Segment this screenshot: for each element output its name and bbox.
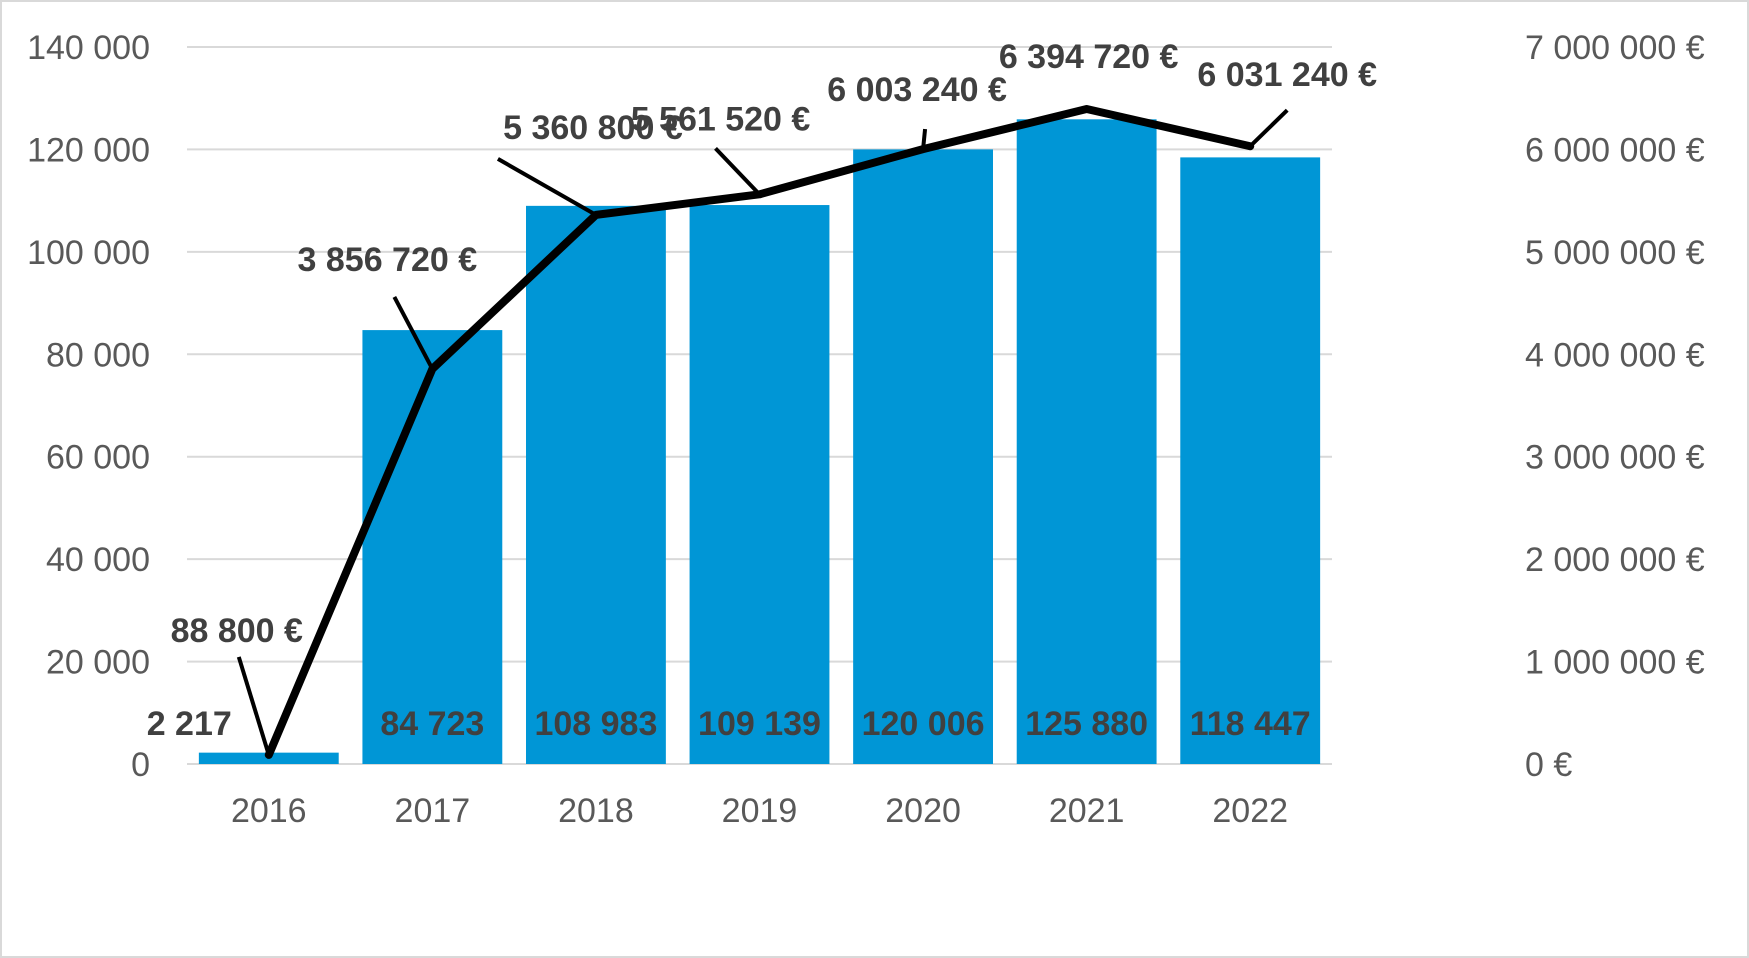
bar-value-label: 120 006: [862, 705, 985, 743]
leader-line: [496, 157, 597, 217]
bar-value-label: 125 880: [1025, 705, 1148, 743]
x-axis-tick-label: 2017: [395, 792, 471, 830]
x-axis-tick-label: 2022: [1212, 792, 1288, 830]
left-axis-tick-label: 0: [131, 746, 150, 784]
right-axis-tick-label: 7 000 000 €: [1525, 29, 1705, 67]
left-axis-tick-label: 100 000: [27, 234, 150, 272]
bar-value-label: 108 983: [534, 705, 657, 743]
right-axis-tick-label: 6 000 000 €: [1525, 131, 1705, 169]
left-axis-tick-label: 40 000: [46, 541, 150, 579]
bar-value-label: 2 217: [147, 705, 232, 743]
label-leader-lines: [236, 108, 1289, 756]
right-axis-tick-label: 1 000 000 €: [1525, 644, 1705, 682]
bar: [526, 205, 666, 765]
leader-line: [392, 296, 435, 370]
bar-series: [198, 119, 1321, 765]
right-axis-tick-label: 0 €: [1525, 746, 1572, 784]
bar: [853, 149, 993, 765]
x-axis-tick-label: 2018: [558, 792, 634, 830]
bar: [689, 205, 830, 764]
line-series: [264, 104, 1255, 759]
left-axis-tick-label: 140 000: [27, 29, 150, 67]
left-axis-tick-label: 80 000: [46, 336, 150, 374]
line-value-label: 5 561 520 €: [631, 100, 811, 138]
left-axis-tick-label: 20 000: [46, 644, 150, 682]
bar: [362, 330, 503, 764]
axes: 0 20 000 40 000 60 000 80 000 100 000 120 000 1…: [27, 29, 1705, 830]
line-value-label: 6 031 240 €: [1197, 56, 1377, 94]
left-axis-tick-label: 120 000: [27, 131, 150, 169]
bar: [1180, 157, 1321, 765]
right-axis-tick-label: 2 000 000 €: [1525, 541, 1705, 579]
bar-value-label: 109 139: [698, 705, 821, 743]
bar-value-label: 118 447: [1190, 705, 1311, 743]
line-value-label: 3 856 720 €: [298, 241, 478, 279]
right-axis-tick-label: 5 000 000 €: [1525, 234, 1705, 272]
x-axis-tick-label: 2016: [231, 792, 307, 830]
line-value-label: 6 394 720 €: [999, 38, 1179, 76]
x-axis-tick-label: 2020: [885, 792, 961, 830]
bar: [1016, 119, 1157, 764]
bar-value-label: 84 723: [380, 705, 484, 743]
leader-line: [236, 656, 271, 756]
line-value-label: 88 800 €: [171, 612, 303, 650]
revenue-line: [264, 104, 1255, 759]
leader-line: [714, 146, 761, 196]
right-axis-tick-label: 4 000 000 €: [1525, 336, 1705, 374]
line-value-label: 6 003 240 €: [827, 71, 1007, 109]
right-axis-tick-label: 3 000 000 €: [1525, 439, 1705, 477]
x-axis-tick-label: 2021: [1049, 792, 1125, 830]
left-axis-tick-label: 60 000: [46, 439, 150, 477]
leader-line: [1248, 108, 1289, 148]
data-labels: 2 217 84 723 108 983 109 139 120 006 125 880 1…: [147, 38, 1377, 743]
line-value-label: 5 360 800 €: [503, 109, 683, 147]
x-axis-tick-label: 2019: [722, 792, 798, 830]
